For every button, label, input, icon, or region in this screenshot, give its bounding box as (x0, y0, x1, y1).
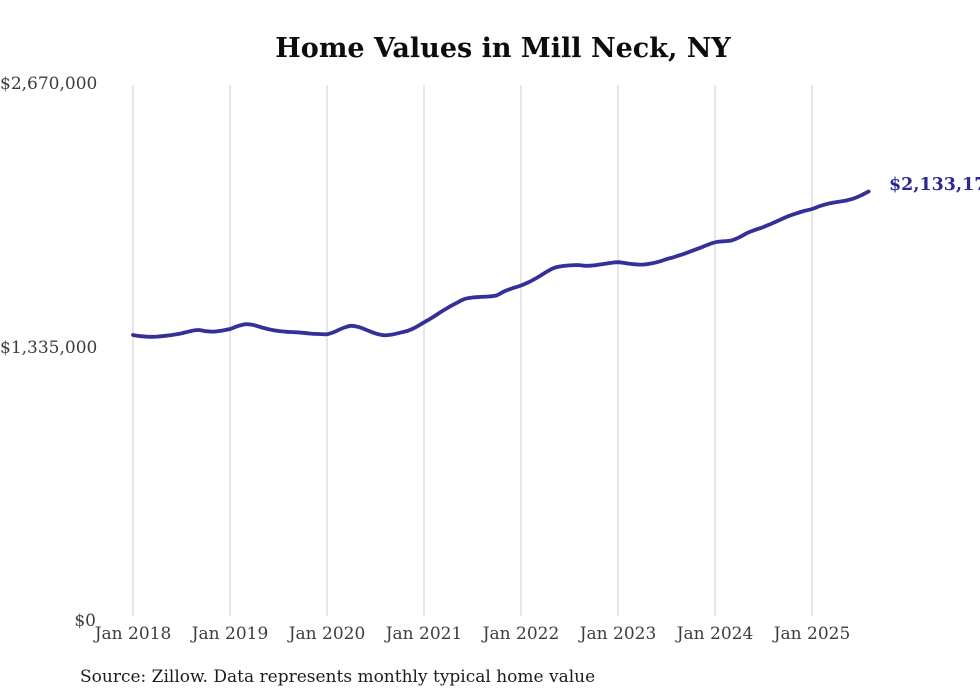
current-value-label: $2,133,170 (889, 175, 980, 195)
x-axis-tick-2024: Jan 2024 (676, 624, 754, 644)
x-axis-tick-2025: Jan 2025 (773, 624, 851, 644)
chart-title: Home Values in Mill Neck, NY (275, 33, 731, 64)
x-axis-tick-2018: Jan 2018 (94, 624, 172, 644)
source-note: Source: Zillow. Data represents monthly … (80, 667, 596, 687)
x-axis-tick-2021: Jan 2021 (385, 624, 463, 644)
x-axis-tick-2020: Jan 2020 (288, 624, 366, 644)
x-axis-tick-2023: Jan 2023 (579, 624, 657, 644)
y-axis-tick-mid: $1,335,000 (0, 338, 98, 358)
y-axis-tick-max: $2,670,000 (0, 74, 98, 94)
x-axis-tick-2022: Jan 2022 (482, 624, 560, 644)
vertical-gridlines (132, 85, 813, 616)
y-axis-tick-zero: $0 (74, 611, 96, 631)
home-value-line (131, 189, 871, 339)
x-axis-tick-2019: Jan 2019 (191, 624, 269, 644)
